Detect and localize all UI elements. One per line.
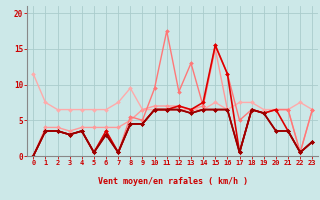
X-axis label: Vent moyen/en rafales ( km/h ): Vent moyen/en rafales ( km/h ) bbox=[98, 177, 248, 186]
